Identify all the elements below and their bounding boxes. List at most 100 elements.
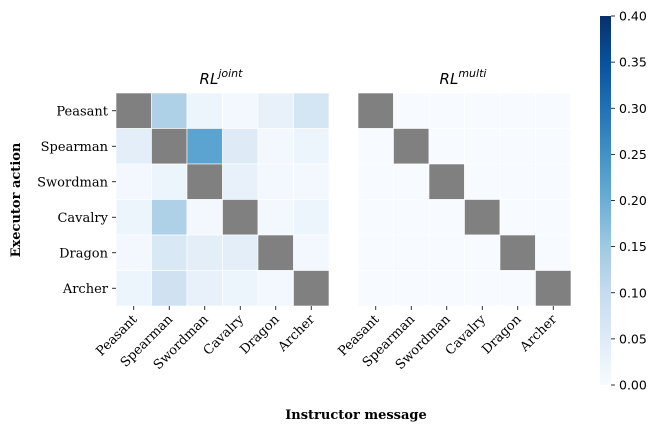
heatmap-cell [428,92,465,129]
heatmap-cell [464,234,501,271]
heatmap-cell [257,270,294,307]
heatmap-cell [393,234,430,271]
heatmap-cell [115,128,152,165]
heatmap-cell [293,128,330,165]
heatmap-cell [257,199,294,236]
heatmap-cell [151,163,188,200]
heatmap-cell [222,128,259,165]
heatmap-cell [428,270,465,307]
heatmap-cell [464,163,501,200]
heatmap-cell [186,199,223,236]
heatmap-cell [293,163,330,200]
heatmap-cell [186,163,223,200]
heatmap-cell [257,234,294,271]
heatmap-cell [357,270,394,307]
heatmap-cell [393,199,430,236]
heatmap-cell [464,270,501,307]
heatmap-cell [499,128,536,165]
heatmap-cell [535,270,572,307]
y-axis-label: Executor action [9,142,24,257]
y-axis-ticks: Peasant Spearman Swordman Cavalry Dragon Arch… [37,104,116,297]
heatmap-cell [151,270,188,307]
heatmap-cell [186,270,223,307]
heatmap-cell [115,92,152,129]
panel-joint-x-ticks: PeasantSpearmanSwordmanCavalryDragonArch… [93,306,319,373]
heatmap-cell [115,270,152,307]
heatmap-cell [115,199,152,236]
colorbar-tick-label: 0.30 [619,101,647,116]
heatmap-cell [186,234,223,271]
panel-joint: RLjoint PeasantSpearmanSwordmanCavalryDr… [37,67,330,373]
heatmap-cell [499,270,536,307]
panel-multi-cells [357,92,572,307]
x-axis-label: Instructor message [285,408,427,423]
heatmap-cell [535,92,572,129]
heatmap-cell [499,92,536,129]
heatmap-cell [151,92,188,129]
x-tick-label: Archer [517,312,561,356]
heatmap-cell [535,234,572,271]
y-tick-label: Peasant [56,104,108,119]
panel-multi-title: RLmulti [440,67,487,88]
heatmap-cell [428,199,465,236]
heatmap-cell [357,234,394,271]
heatmap-cell [257,92,294,129]
heatmap-cell [293,92,330,129]
heatmap-cell [222,163,259,200]
heatmap-cell [222,234,259,271]
heatmap-cell [151,199,188,236]
heatmap-cell [293,234,330,271]
colorbar-gradient [600,16,611,385]
heatmap-cell [186,128,223,165]
heatmap-cell [499,163,536,200]
heatmap-cell [222,270,259,307]
y-tick-label: Swordman [37,175,108,190]
heatmap-cell [428,128,465,165]
heatmap-cell [464,199,501,236]
heatmap-cell [535,199,572,236]
heatmap-cell [428,234,465,271]
heatmap-cell [393,128,430,165]
colorbar-tick-label: 0.00 [619,378,647,393]
heatmap-cell [393,92,430,129]
x-tick-label: Dragon [237,312,283,358]
heatmap-cell [499,234,536,271]
panel-multi-x-ticks: PeasantSpearmanSwordmanCavalryDragonArch… [335,306,561,373]
x-tick-label: Cavalry [443,312,490,359]
heatmap-cell [428,163,465,200]
heatmap-cell [535,128,572,165]
colorbar-tick-label: 0.15 [619,239,647,254]
colorbar-tick-label: 0.10 [619,285,647,300]
x-tick-label: Dragon [479,312,525,358]
colorbar-tick-label: 0.20 [619,193,647,208]
heatmap-cell [115,234,152,271]
colorbar-tick-label: 0.40 [619,9,647,24]
y-tick-label: Dragon [59,246,109,261]
heatmap-cell [357,163,394,200]
heatmap-cell [357,92,394,129]
heatmap-cell [222,199,259,236]
heatmap-cell [151,234,188,271]
panel-joint-title: RLjoint [200,67,244,88]
heatmap-cell [393,163,430,200]
heatmap-cell [257,128,294,165]
heatmap-cell [115,163,152,200]
x-tick-label: Archer [275,312,319,356]
heatmap-cell [464,92,501,129]
x-tick-label: Cavalry [201,312,248,359]
heatmap-cell [499,199,536,236]
heatmap-cell [357,199,394,236]
y-tick-label: Cavalry [57,211,108,226]
heatmap-cell [186,92,223,129]
panel-multi: RLmulti PeasantSpearmanSwordmanCavalryDr… [335,67,572,373]
heatmap-cell [151,128,188,165]
heatmap-cell [222,92,259,129]
heatmap-cell [464,128,501,165]
colorbar-tick-label: 0.35 [619,55,647,70]
heatmap-cell [293,270,330,307]
colorbar-tick-label: 0.05 [619,331,647,346]
heatmap-cell [257,163,294,200]
colorbar-tick-label: 0.25 [619,147,647,162]
panel-joint-cells [115,92,330,307]
